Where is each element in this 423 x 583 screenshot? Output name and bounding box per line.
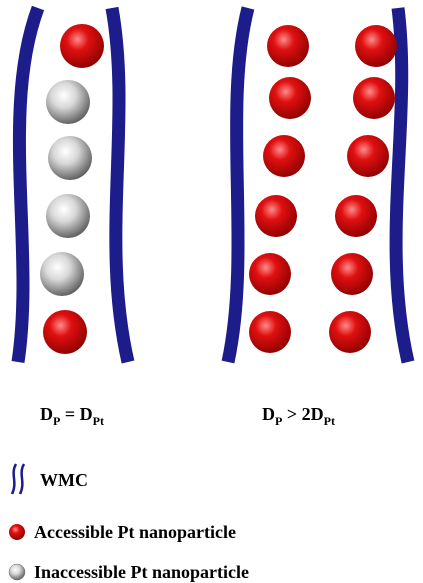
diagram: DP = DPt DP > 2DPt WMC Accessible Pt nan… xyxy=(0,0,423,583)
legend-label: Accessible Pt nanoparticle xyxy=(34,522,236,542)
label-part: > 2D xyxy=(282,404,323,424)
accessible-particle xyxy=(263,135,305,177)
wall xyxy=(112,8,128,362)
accessible-particle xyxy=(335,195,377,237)
legend-wall-icon xyxy=(20,464,24,494)
legend-label: Inaccessible Pt nanoparticle xyxy=(34,562,249,582)
label-part: = D xyxy=(60,404,92,424)
accessible-particle xyxy=(269,77,311,119)
accessible-particle xyxy=(267,25,309,67)
inaccessible-particle xyxy=(46,194,90,238)
inaccessible-particle xyxy=(40,252,84,296)
accessible-particle xyxy=(43,310,87,354)
label-part: D xyxy=(40,404,53,424)
accessible-particle xyxy=(329,311,371,353)
left-channel xyxy=(18,8,128,362)
accessible-particle xyxy=(353,77,395,119)
legend-inaccessible-icon xyxy=(9,564,25,580)
accessible-particle xyxy=(347,135,389,177)
right-label: DP > 2DPt xyxy=(262,404,335,428)
accessible-particle xyxy=(331,253,373,295)
accessible-particle xyxy=(355,25,397,67)
label-subscript: P xyxy=(53,414,60,428)
legend: WMC Accessible Pt nanoparticle Inaccessi… xyxy=(9,464,249,582)
legend-accessible-icon xyxy=(9,524,25,540)
accessible-particle xyxy=(249,311,291,353)
wall xyxy=(228,8,248,362)
label-subscript: P xyxy=(275,414,282,428)
label-subscript: Pt xyxy=(324,414,335,428)
label-part: D xyxy=(262,404,275,424)
right-channel xyxy=(228,8,408,362)
left-label: DP = DPt xyxy=(40,404,104,428)
label-subscript: Pt xyxy=(93,414,104,428)
wall xyxy=(396,8,408,362)
inaccessible-particle xyxy=(46,80,90,124)
accessible-particle xyxy=(60,24,104,68)
accessible-particle xyxy=(249,253,291,295)
accessible-particle xyxy=(255,195,297,237)
wall xyxy=(18,8,38,362)
inaccessible-particle xyxy=(48,136,92,180)
legend-label: WMC xyxy=(40,470,88,490)
legend-wall-icon xyxy=(12,464,16,494)
